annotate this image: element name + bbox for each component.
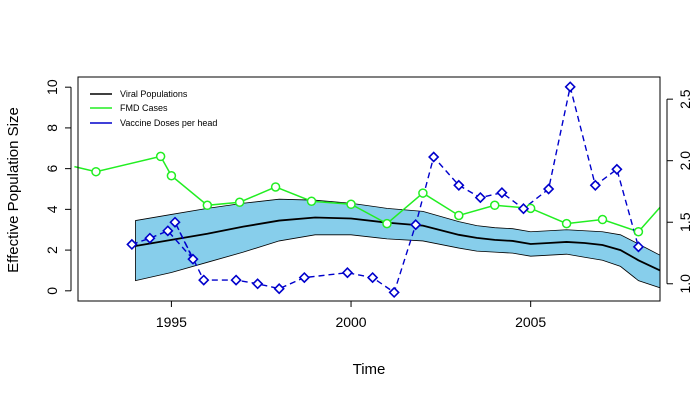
vaccine-doses-point [251, 278, 264, 290]
fmd-cases-point [91, 166, 101, 177]
vaccine-doses-point [162, 225, 174, 237]
axis-layer: 1995 2000 2005 0 2 4 6 8 10 1.0 1.5 2.0 2.5 [44, 79, 693, 330]
x-axis-title: Time [353, 361, 386, 378]
legend-label-fmd: FMD Cases [120, 103, 168, 113]
x-tick-label: 2005 [515, 314, 546, 330]
vaccine-doses-point [542, 183, 555, 195]
vaccine-doses-point [496, 187, 508, 199]
vaccine-doses-point [126, 238, 138, 251]
legend-label-vaccine: Vaccine Doses per head [120, 118, 217, 128]
vaccine-doses-line [131, 86, 640, 294]
legend-label-viral: Viral Populations [120, 89, 188, 99]
fmd-cases-point [454, 210, 464, 221]
y-tick-label: 0 [44, 287, 60, 295]
vaccine-doses-point [198, 274, 210, 286]
fmd-cases-point [202, 200, 213, 211]
vaccine-doses-point [230, 274, 242, 286]
y-tick-label: 4 [44, 205, 60, 213]
y-tick-label: 8 [44, 124, 60, 132]
marker-layer [91, 81, 645, 299]
y-tick-label: 10 [44, 79, 60, 95]
fmd-cases-point [382, 218, 392, 229]
vaccine-doses-point [589, 179, 601, 191]
fmd-cases-point [561, 218, 572, 229]
y2-tick-label: 2.0 [677, 151, 693, 171]
vaccine-doses-point [517, 203, 530, 215]
vaccine-doses-point [632, 241, 645, 253]
fmd-cases-point [270, 182, 281, 192]
vaccine-doses-point [169, 216, 181, 228]
fmd-cases-point [166, 171, 177, 181]
vaccine-doses-point [144, 232, 156, 244]
fmd-cases-point [155, 151, 166, 162]
vaccine-doses-point [611, 163, 623, 175]
y2-tick-label: 1.0 [677, 274, 693, 294]
viral-populations-line [135, 216, 661, 272]
vaccine-doses-point [341, 267, 354, 279]
plot-frame [77, 76, 661, 302]
fmd-cases-point [346, 199, 356, 210]
vaccine-doses-point [474, 191, 487, 204]
vaccine-doses-point [273, 283, 285, 295]
vaccine-doses-point [187, 253, 199, 265]
fmd-cases-point [234, 197, 245, 207]
x-tick-label: 2000 [335, 314, 366, 330]
y2-tick-label: 1.5 [677, 212, 693, 232]
vaccine-doses-point [428, 151, 440, 163]
fmd-cases-point [597, 214, 608, 225]
legend: Viral Populations FMD Cases Vaccine Dose… [90, 89, 217, 128]
fmd-cases-point [306, 196, 317, 206]
vaccine-doses-point [453, 179, 465, 191]
x-tick-label: 1995 [156, 314, 187, 330]
vaccine-doses-point [388, 286, 400, 299]
vaccine-doses-point [298, 271, 310, 284]
vaccine-doses-point [410, 219, 422, 231]
fmd-cases-point [489, 200, 500, 211]
y-tick-label: 6 [44, 165, 60, 173]
y2-tick-label: 2.5 [677, 89, 693, 109]
fmd-cases-point [418, 188, 428, 198]
vaccine-doses-point [564, 81, 576, 93]
vaccine-doses-point [366, 271, 379, 284]
y-axis-title: Effective Population Size [5, 107, 22, 273]
fmd-cases-point [633, 227, 644, 237]
y-tick-label: 2 [44, 246, 60, 254]
